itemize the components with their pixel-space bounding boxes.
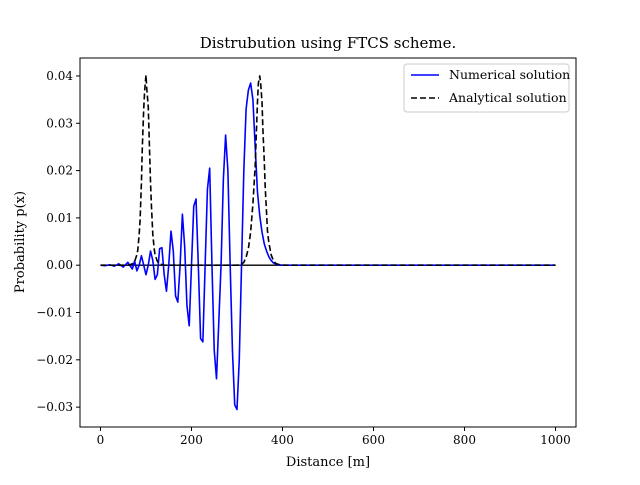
x-axis-label: Distance [m]: [286, 455, 370, 470]
y-tick-label: −0.01: [36, 306, 73, 320]
x-axis-ticks: 0 200 400 600 800 1000: [97, 427, 571, 447]
numerical-solution-line: [100, 82, 556, 411]
y-tick-label: 0.04: [46, 69, 73, 83]
legend-label-numerical: Numerical solution: [449, 67, 570, 82]
chart-title: Distrubution using FTCS scheme.: [200, 34, 457, 52]
plot-area: [79, 57, 577, 428]
x-tick-label: 400: [271, 433, 294, 447]
axes-frame: [79, 57, 577, 428]
legend: Numerical solution Analytical solution: [403, 63, 570, 113]
y-tick-label: 0.03: [46, 116, 73, 130]
y-axis-ticks: −0.03 −0.02 −0.01 0.00 0.01 0.02 0.03 0.04: [36, 69, 80, 414]
y-tick-label: 0.00: [46, 258, 73, 272]
x-tick-label: 200: [180, 433, 203, 447]
y-tick-label: −0.02: [36, 353, 73, 367]
analytical-solution-line: [100, 74, 556, 267]
y-tick-label: −0.03: [36, 400, 73, 414]
x-tick-label: 0: [97, 433, 105, 447]
x-tick-label: 800: [453, 433, 476, 447]
legend-box: [403, 63, 570, 113]
y-tick-label: 0.02: [46, 164, 73, 178]
series-layer: [100, 74, 556, 411]
x-tick-label: 600: [362, 433, 385, 447]
x-tick-label: 1000: [540, 433, 571, 447]
y-tick-label: 0.01: [46, 211, 73, 225]
y-axis-label: Probability p(x): [13, 191, 28, 293]
legend-label-analytical: Analytical solution: [448, 90, 567, 105]
